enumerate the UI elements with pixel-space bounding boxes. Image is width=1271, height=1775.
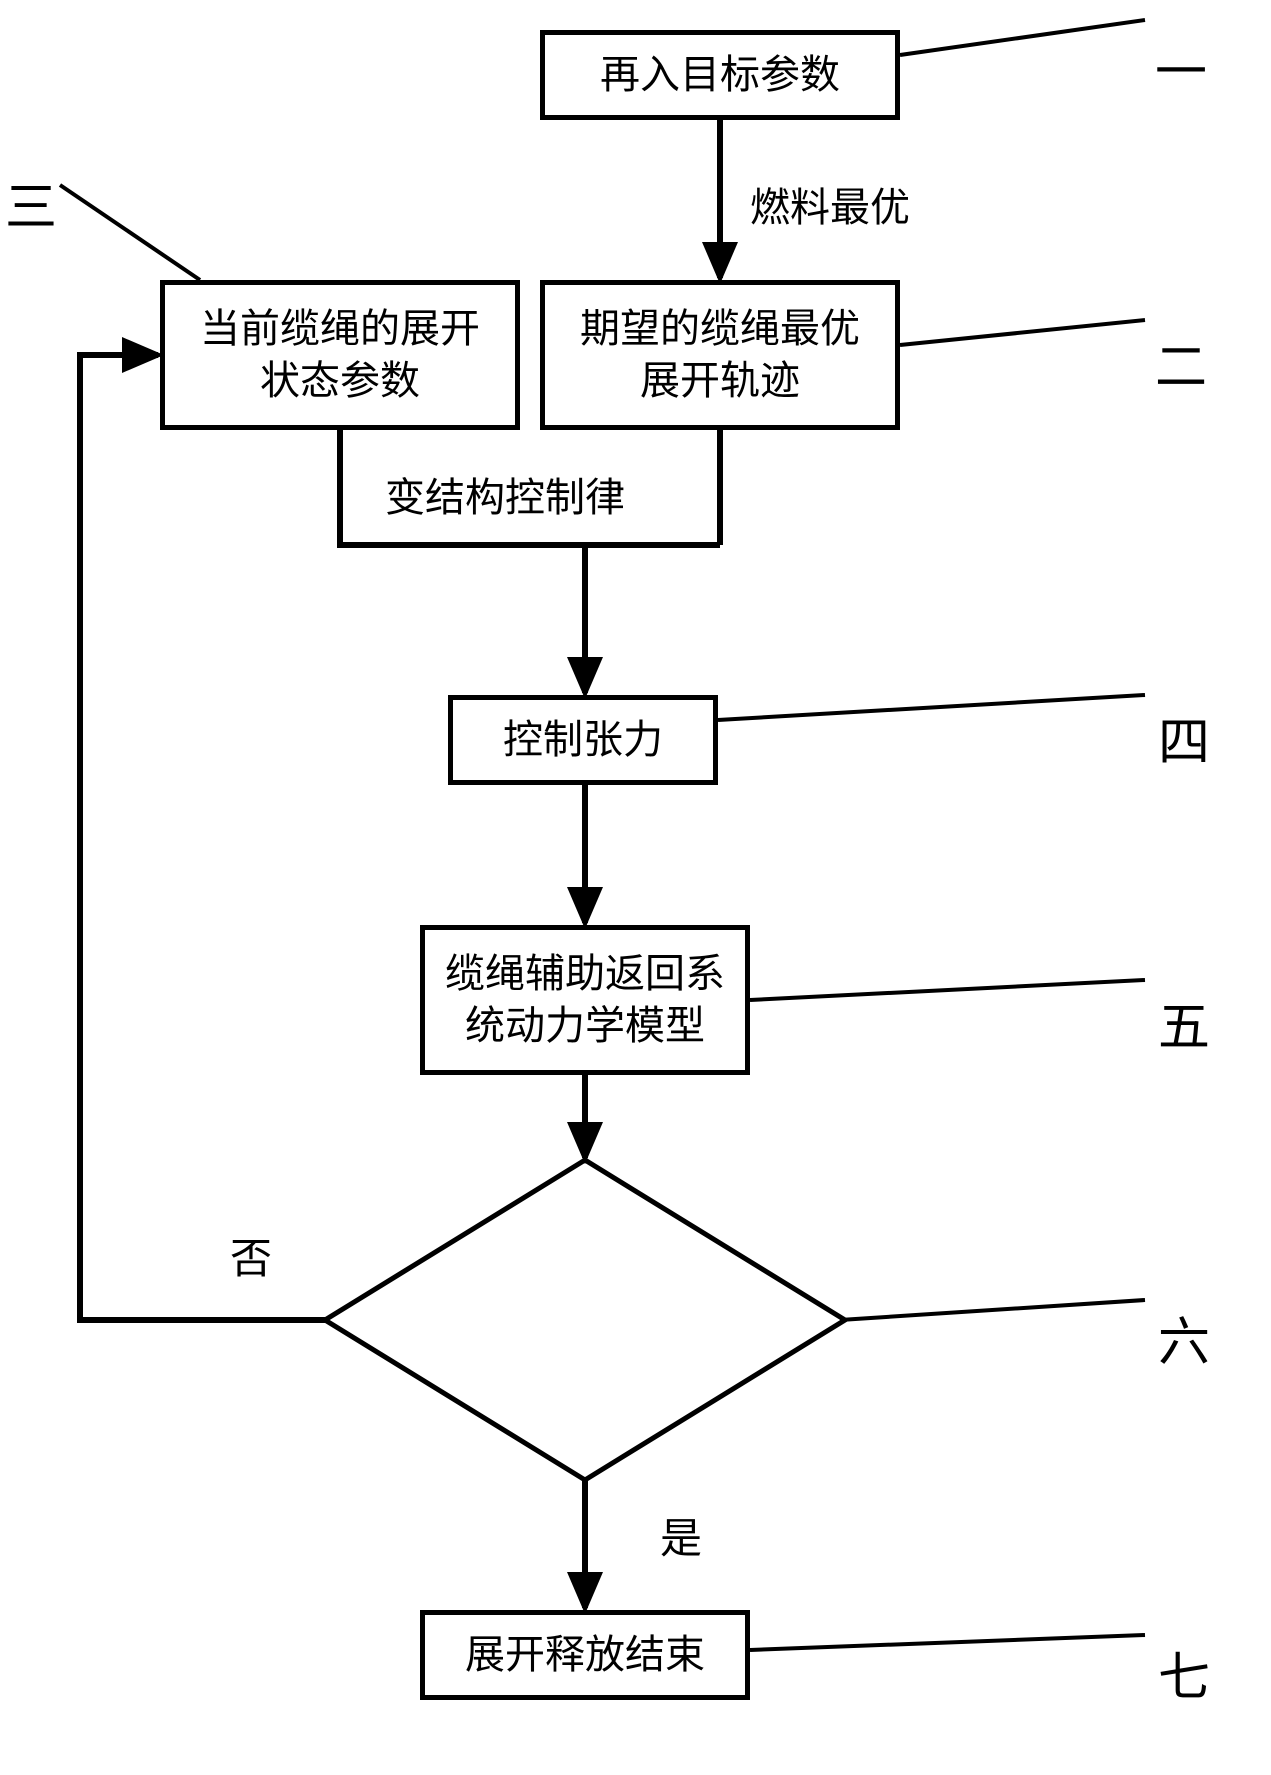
callout-5: 五: [1158, 985, 1210, 1060]
callout-4: 四: [1158, 700, 1210, 775]
callout-text: 一: [1155, 45, 1207, 102]
node-current-state: 当前缆绳的展开状态参数: [160, 280, 520, 430]
callout-text: 七: [1158, 1650, 1210, 1707]
callout-text: 三: [5, 180, 57, 237]
node-label: 当前缆绳的展开状态参数: [200, 303, 480, 407]
node-label: 展开释放结束: [465, 1629, 705, 1681]
leader-line: [750, 1635, 1145, 1650]
flowchart-canvas: 再入目标参数 期望的缆绳最优展开轨迹 当前缆绳的展开状态参数 控制张力 缆绳辅助…: [0, 0, 1271, 1775]
node-release-end: 展开释放结束: [420, 1610, 750, 1700]
callout-1: 一: [1155, 30, 1207, 105]
callout-text: 六: [1158, 1315, 1210, 1372]
edge-label-fuel-optimal: 燃料最优: [750, 175, 910, 233]
edge-label-text: 否: [230, 1237, 272, 1283]
diamond-text: 到达预定位置: [470, 1305, 710, 1350]
leader-line: [900, 320, 1145, 345]
node-label: 期望的缆绳最优展开轨迹: [580, 303, 860, 407]
callout-text: 五: [1158, 1000, 1210, 1057]
node-dynamics-model: 缆绳辅助返回系统动力学模型: [420, 925, 750, 1075]
node-label: 再入目标参数: [600, 49, 840, 101]
node-reentry-params: 再入目标参数: [540, 30, 900, 120]
edge-label-text: 变结构控制律: [385, 475, 625, 520]
leader-line: [900, 20, 1145, 55]
callout-text: 四: [1158, 715, 1210, 772]
node-label: 控制张力: [503, 714, 663, 766]
edge-label-no: 否: [230, 1225, 272, 1286]
leader-line: [718, 695, 1145, 720]
edge-label-variable-structure: 变结构控制律: [385, 465, 625, 523]
diamond-label: 到达预定位置: [460, 1295, 720, 1353]
arrows-layer: [0, 0, 1271, 1775]
leader-line: [840, 1300, 1145, 1320]
node-label: 缆绳辅助返回系统动力学模型: [445, 948, 725, 1052]
leader-line: [750, 980, 1145, 1000]
node-control-tension: 控制张力: [448, 695, 718, 785]
callout-7: 七: [1158, 1635, 1210, 1710]
feedback-arrow: [80, 355, 325, 1320]
edge-label-yes: 是: [660, 1505, 702, 1566]
node-desired-trajectory: 期望的缆绳最优展开轨迹: [540, 280, 900, 430]
callout-2: 二: [1155, 325, 1207, 400]
edge-label-text: 燃料最优: [750, 185, 910, 230]
leader-line: [60, 185, 200, 280]
edge-label-text: 是: [660, 1517, 702, 1563]
callout-3: 三: [5, 165, 57, 240]
callout-6: 六: [1158, 1300, 1210, 1375]
callout-text: 二: [1155, 340, 1207, 397]
